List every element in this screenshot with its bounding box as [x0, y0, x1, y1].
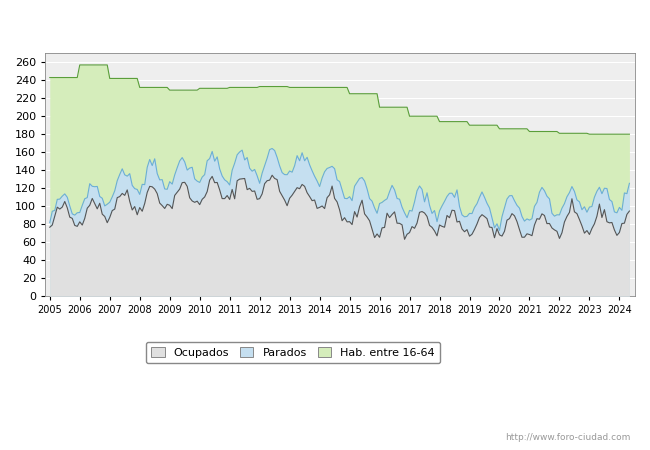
Text: http://www.foro-ciudad.com: http://www.foro-ciudad.com — [505, 433, 630, 442]
Legend: Ocupados, Parados, Hab. entre 16-64: Ocupados, Parados, Hab. entre 16-64 — [146, 342, 440, 364]
Text: Puerto de Béjar  -  Evolucion de la poblacion en edad de Trabajar Mayo de 2024: Puerto de Béjar - Evolucion de la poblac… — [59, 17, 591, 30]
